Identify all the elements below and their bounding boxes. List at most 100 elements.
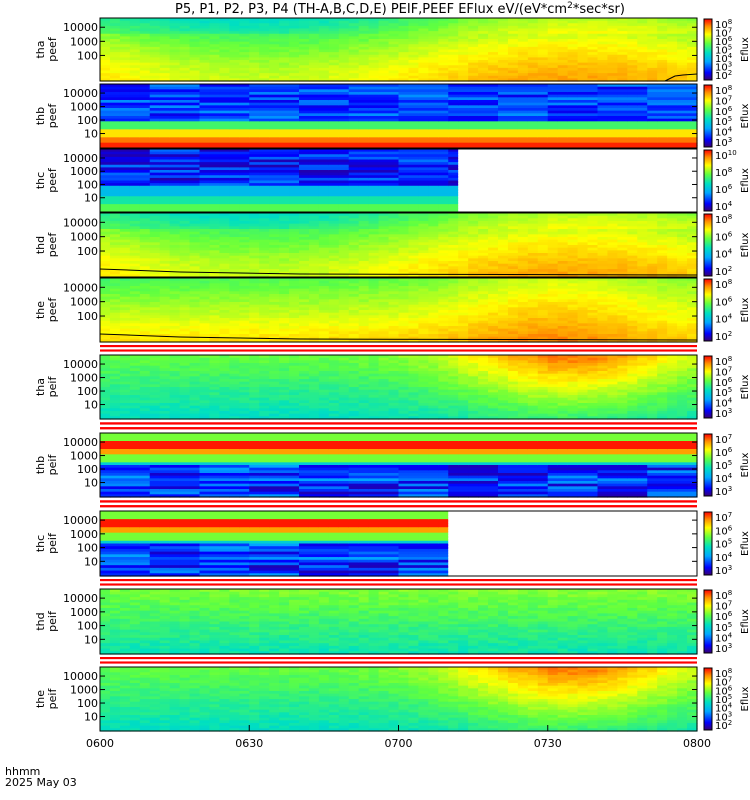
spectrogram-cell: [348, 154, 360, 158]
spectrogram-cell: [627, 73, 638, 77]
spectrogram-cell: [547, 39, 559, 43]
spectrogram-cell: [328, 250, 340, 254]
spectrogram-cell: [418, 183, 429, 187]
spectrogram-cell: [100, 204, 111, 208]
spectrogram-cell: [169, 234, 181, 238]
spectrogram-cell: [488, 164, 499, 168]
spectrogram-cell: [657, 196, 668, 200]
spectrogram-cell: [438, 84, 449, 88]
spectrogram-cell: [259, 73, 270, 77]
spectrogram-cell: [269, 269, 280, 273]
spectrogram-cell: [229, 156, 240, 161]
spectrogram-cell: [299, 86, 310, 90]
spectrogram-cell: [279, 132, 290, 136]
spectrogram-cell: [687, 86, 698, 90]
spectrogram-cell: [109, 137, 121, 141]
spectrogram-cell: [537, 124, 549, 128]
spectrogram-cell: [507, 54, 519, 58]
spectrogram-cell: [687, 108, 698, 112]
spectrogram-cell: [567, 167, 579, 171]
spectrogram-cell: [159, 149, 171, 153]
spectrogram-cell: [338, 215, 350, 219]
spectrogram-cell: [677, 36, 688, 40]
y-tick-label: 10000: [63, 87, 98, 100]
spectrogram-cell: [527, 201, 539, 205]
spectrogram-cell: [328, 215, 340, 219]
spectrogram-cell: [448, 142, 459, 146]
separator-stripe: [100, 661, 697, 664]
spectrogram-cell: [318, 60, 330, 64]
spectrogram-cell: [687, 75, 698, 79]
spectrogram-cell: [527, 39, 539, 43]
spectrogram-cell: [209, 73, 220, 77]
spectrogram-cell: [537, 28, 549, 32]
spectrogram-cell: [507, 105, 519, 109]
spectrogram-cell: [458, 102, 469, 106]
spectrogram-cell: [318, 142, 330, 146]
spectrogram-cell: [328, 239, 340, 243]
spectrogram-cell: [478, 116, 489, 120]
spectrogram-cell: [358, 116, 370, 120]
spectrogram-cell: [498, 170, 509, 174]
spectrogram-cell: [657, 23, 668, 27]
spectrogram-cell: [189, 269, 201, 273]
spectrogram-cell: [557, 116, 569, 120]
spectrogram-cell: [348, 108, 360, 112]
spectrogram-cell: [338, 78, 350, 82]
spectrogram-cell: [408, 65, 419, 69]
spectrogram-cell: [517, 132, 529, 136]
spectrogram-cell: [547, 134, 559, 138]
spectrogram-cell: [239, 28, 250, 32]
spectrogram-cell: [637, 60, 648, 64]
spectrogram-cell: [627, 49, 638, 53]
spectrogram-cell: [597, 97, 609, 101]
spectrogram-cell: [547, 18, 559, 22]
spectrogram-cell: [239, 159, 250, 163]
spectrogram-cell: [498, 18, 509, 22]
spectrogram-cell: [458, 180, 469, 184]
spectrogram-cell: [627, 121, 638, 125]
spectrogram-cell: [408, 126, 419, 130]
spectrogram-cell: [209, 49, 220, 53]
spectrogram-cell: [289, 18, 300, 22]
spectrogram-cell: [338, 137, 350, 141]
spectrogram-cell: [328, 75, 340, 79]
spectrogram-cell: [358, 201, 370, 205]
spectrogram-cell: [448, 118, 459, 122]
spectrogram-cell: [229, 245, 240, 249]
spectrogram-cell: [100, 149, 111, 153]
spectrogram-cell: [209, 113, 220, 117]
spectrogram-cell: [279, 60, 290, 64]
spectrogram-cell: [289, 49, 300, 53]
spectrogram-cell: [537, 110, 549, 114]
spectrogram-cell: [348, 175, 360, 179]
y-tick-label: 10000: [63, 21, 98, 34]
spectrogram-cell: [587, 154, 599, 158]
spectrogram-cell: [119, 49, 131, 53]
spectrogram-cell: [607, 57, 618, 61]
spectrogram-cell: [109, 223, 121, 227]
spectrogram-cell: [308, 105, 320, 109]
spectrogram-cell: [229, 167, 240, 171]
spectrogram-cell: [647, 92, 658, 96]
spectrogram-cell: [229, 239, 240, 243]
spectrogram-cell: [259, 129, 270, 133]
spectrogram-cell: [169, 191, 181, 195]
spectrogram-cell: [438, 36, 449, 40]
spectrogram-cell: [458, 162, 469, 166]
spectrogram-cell: [289, 67, 300, 72]
spectrogram-cell: [229, 175, 240, 179]
spectrogram-cell: [149, 149, 161, 153]
spectrogram-cell: [149, 142, 161, 146]
spectrogram-cell: [209, 25, 220, 30]
spectrogram-cell: [119, 164, 131, 168]
spectrogram-cell: [418, 46, 429, 51]
spectrogram-cell: [428, 67, 439, 72]
spectrogram-cell: [299, 126, 310, 130]
spectrogram-cell: [368, 113, 380, 117]
spectrogram-cell: [139, 229, 151, 233]
spectrogram-cell: [169, 73, 181, 77]
spectrogram-cell: [557, 175, 569, 179]
spectrogram-cell: [667, 159, 678, 163]
spectrogram-cell: [358, 31, 370, 35]
